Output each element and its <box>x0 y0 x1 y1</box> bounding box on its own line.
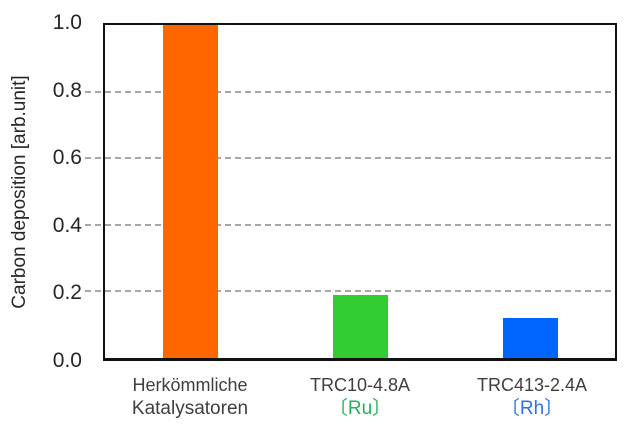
category-label-line1: Herkömmliche <box>132 375 248 395</box>
plot-area <box>85 23 617 361</box>
gridline-0.8 <box>105 90 615 93</box>
gridline-0.4 <box>105 223 615 226</box>
gridline-0.6 <box>105 157 615 160</box>
y-tick-label-1.0: 1.0 <box>52 11 82 34</box>
y-axis-title: Carbon deposition [arb.unit] <box>9 75 30 309</box>
y-tick-label-0.6: 0.6 <box>52 146 82 169</box>
x-category-label-herkoemmliche-katalysatoren: Herkömmliche Katalysatoren <box>95 374 285 420</box>
bar-trc10-4.8a-ru <box>333 294 388 358</box>
y-tick-label-0.0: 0.0 <box>52 349 82 372</box>
bar-trc413-2.4a-rh <box>502 318 558 358</box>
category-label-line2: 〔Rh〕 <box>500 398 564 419</box>
gridline-0.2 <box>105 290 615 293</box>
y-tick-label-0.8: 0.8 <box>52 79 82 102</box>
x-category-label-trc10-4.8a: TRC10-4.8A 〔Ru〕 <box>265 374 455 420</box>
category-label-line2: 〔Ru〕 <box>328 398 392 419</box>
category-label-line1: TRC10-4.8A <box>309 375 411 395</box>
y-tickmark-0.8 <box>85 90 101 93</box>
category-label-line1: TRC413-2.4A <box>476 375 588 395</box>
y-tick-label-0.4: 0.4 <box>52 214 82 237</box>
y-tickmark-0.4 <box>85 223 101 226</box>
y-tickmark-0.6 <box>85 157 101 160</box>
plot-inner <box>85 25 615 358</box>
bar-herkoemmliche-katalysatoren <box>162 25 218 358</box>
x-category-label-trc413-2.4a: TRC413-2.4A 〔Rh〕 <box>437 374 627 420</box>
y-tick-label-0.2: 0.2 <box>52 281 82 304</box>
y-tickmark-0.2 <box>85 290 101 293</box>
category-label-line2: Katalysatoren <box>131 398 249 419</box>
